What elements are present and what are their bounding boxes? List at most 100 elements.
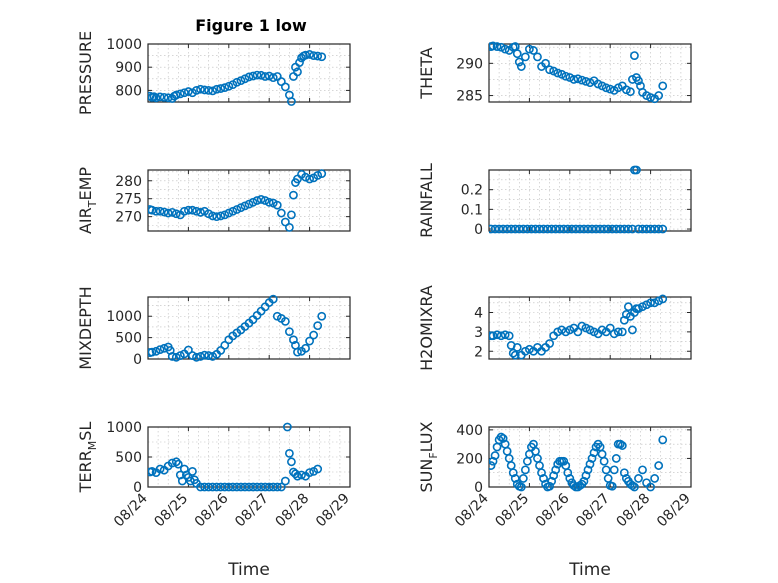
data-point <box>240 74 250 84</box>
data-series <box>148 169 327 232</box>
data-point <box>634 224 643 234</box>
data-point <box>490 451 500 460</box>
data-point <box>599 224 609 234</box>
data-point <box>502 224 512 234</box>
y-axis-label-tail: SL <box>76 422 95 441</box>
data-point <box>196 352 205 361</box>
x-tick-label: 08/26 <box>192 490 232 530</box>
data-point <box>619 224 629 234</box>
x-tick-label: 08/27 <box>232 491 272 531</box>
axes-box <box>488 426 692 488</box>
data-point <box>260 72 270 81</box>
data-point <box>605 84 615 94</box>
data-point <box>309 51 319 60</box>
data-point <box>595 224 605 234</box>
data-point <box>305 174 314 184</box>
data-point <box>638 465 647 475</box>
data-point <box>561 71 571 81</box>
y-tick-label: 400 <box>456 423 483 439</box>
data-point <box>293 67 302 77</box>
data-point <box>200 350 209 360</box>
data-point <box>196 207 205 217</box>
y-axis-label-main: RAINFALL <box>417 163 436 238</box>
data-point <box>291 469 300 479</box>
data-point <box>192 352 201 362</box>
data-point <box>244 199 254 209</box>
y-tick-label: 0.1 <box>461 202 483 218</box>
data-point <box>589 448 599 458</box>
data-point <box>579 476 589 486</box>
y-tick-label: 500 <box>115 450 142 466</box>
data-point <box>216 84 226 93</box>
data-point <box>268 73 278 83</box>
data-point <box>155 206 165 216</box>
data-point <box>309 330 319 340</box>
data-point <box>500 44 510 54</box>
data-point <box>220 210 230 220</box>
data-point <box>506 461 516 470</box>
data-point <box>599 456 609 466</box>
data-point <box>287 457 296 467</box>
data-point <box>522 224 532 234</box>
data-point <box>282 422 292 432</box>
data-point <box>522 456 532 466</box>
data-point <box>276 482 286 492</box>
data-point <box>549 471 559 480</box>
data-point <box>301 343 310 353</box>
data-point <box>605 323 615 333</box>
data-point <box>301 50 310 60</box>
data-point <box>510 350 520 360</box>
data-point <box>175 89 185 99</box>
axes-box <box>488 169 692 232</box>
data-point <box>264 482 274 492</box>
data-point <box>196 482 205 492</box>
data-point <box>551 465 561 475</box>
data-point <box>272 200 282 210</box>
data-point <box>305 336 314 346</box>
data-point <box>252 70 262 80</box>
y-tick-label: 2 <box>474 344 483 360</box>
data-point <box>313 464 323 474</box>
data-point <box>502 446 512 456</box>
data-point <box>171 457 181 467</box>
data-point <box>494 224 504 234</box>
data-point <box>287 210 296 220</box>
data-point <box>541 58 550 68</box>
y-axis-label: H2OMIXRA <box>417 285 436 371</box>
y-tick-label: 0.2 <box>461 183 483 199</box>
y-tick-label: 0 <box>133 352 142 368</box>
data-point <box>512 342 522 352</box>
data-point <box>204 86 213 95</box>
data-point <box>543 224 552 234</box>
data-point <box>559 456 569 466</box>
data-point <box>489 224 496 234</box>
data-point <box>264 71 274 81</box>
data-point <box>148 205 157 215</box>
data-point <box>489 331 498 341</box>
x-tick-label: 08/29 <box>654 491 694 531</box>
axes-mixdepth: 0 500 1000 MIXDEPTH <box>76 286 351 370</box>
data-point <box>216 482 226 492</box>
data-point <box>252 196 262 205</box>
x-axis-label: Time <box>568 560 611 580</box>
y-axis-label: AIRTEMP <box>76 167 99 234</box>
data-point <box>295 58 304 67</box>
data-point <box>216 211 226 221</box>
data-point <box>611 454 621 463</box>
data-point <box>650 474 660 483</box>
y-tick-label: 200 <box>456 451 483 467</box>
data-point <box>297 470 306 480</box>
data-point <box>228 206 238 216</box>
data-point <box>510 474 520 483</box>
data-point <box>293 347 302 357</box>
data-point <box>155 92 165 102</box>
data-point <box>658 294 668 304</box>
data-point <box>317 52 327 62</box>
data-point <box>555 224 565 234</box>
y-tick-label: 1000 <box>106 37 142 53</box>
x-tick-label: 08/26 <box>533 490 573 530</box>
data-point <box>623 224 633 234</box>
y-tick-label: 1000 <box>106 309 142 325</box>
y-tick-label: 900 <box>115 60 142 76</box>
data-point <box>496 331 506 341</box>
